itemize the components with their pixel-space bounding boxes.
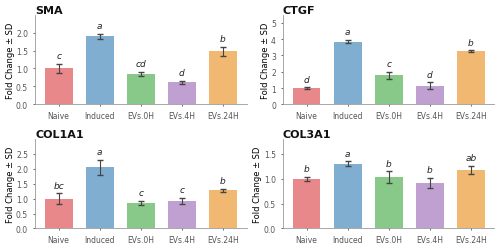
Bar [457, 170, 485, 228]
Bar [44, 199, 72, 228]
Bar [86, 168, 114, 228]
Text: cd: cd [136, 60, 146, 69]
Text: a: a [345, 28, 350, 37]
Text: d: d [427, 70, 432, 80]
Y-axis label: Fold Change ± SD: Fold Change ± SD [254, 146, 262, 222]
Y-axis label: Fold Change ± SD: Fold Change ± SD [6, 146, 15, 222]
Bar [209, 190, 237, 228]
Bar [292, 179, 320, 228]
Text: ab: ab [465, 154, 476, 162]
Text: d: d [304, 75, 310, 84]
Text: c: c [56, 52, 61, 61]
Bar [127, 203, 154, 229]
Bar [168, 83, 196, 105]
Text: bc: bc [53, 181, 64, 190]
Text: SMA: SMA [35, 6, 62, 16]
Bar [168, 201, 196, 228]
Text: CTGF: CTGF [283, 6, 316, 16]
Text: COL1A1: COL1A1 [35, 129, 84, 139]
Text: COL3A1: COL3A1 [283, 129, 332, 139]
Bar [457, 52, 485, 105]
Bar [86, 37, 114, 105]
Bar [209, 52, 237, 105]
Bar [416, 183, 444, 228]
Bar [127, 74, 154, 105]
Bar [44, 69, 72, 105]
Text: a: a [345, 149, 350, 158]
Text: c: c [138, 188, 143, 197]
Text: b: b [386, 159, 392, 168]
Y-axis label: Fold Change ± SD: Fold Change ± SD [260, 22, 270, 98]
Text: c: c [386, 60, 391, 69]
Text: d: d [179, 69, 184, 78]
Text: b: b [427, 166, 432, 174]
Text: b: b [220, 176, 226, 186]
Bar [374, 178, 402, 228]
Y-axis label: Fold Change ± SD: Fold Change ± SD [6, 22, 15, 98]
Text: b: b [468, 38, 473, 48]
Bar [374, 76, 402, 105]
Bar [334, 42, 361, 105]
Text: b: b [304, 164, 310, 173]
Text: c: c [180, 186, 184, 194]
Bar [292, 89, 320, 105]
Bar [334, 164, 361, 228]
Text: a: a [97, 22, 102, 31]
Bar [416, 86, 444, 105]
Text: a: a [97, 148, 102, 156]
Text: b: b [220, 35, 226, 44]
